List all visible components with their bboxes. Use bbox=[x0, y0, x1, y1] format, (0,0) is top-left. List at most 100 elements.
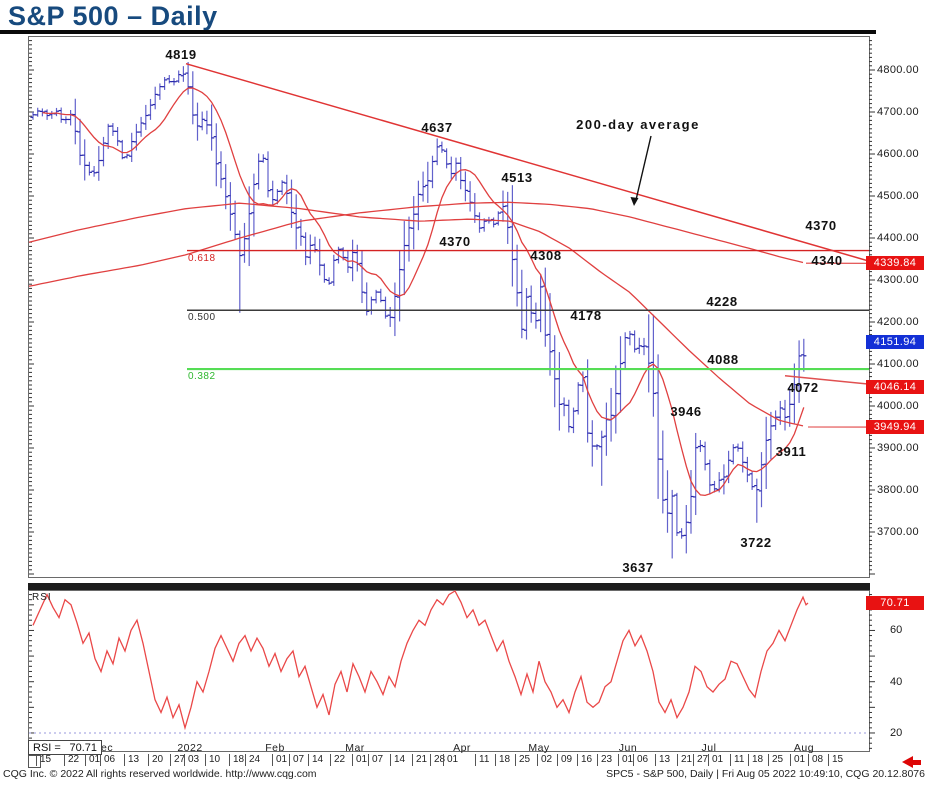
day-label: 16 bbox=[577, 754, 592, 766]
day-label: 08 bbox=[808, 754, 823, 766]
price-annotation-4308: 4308 bbox=[530, 248, 562, 263]
day-label: 18 bbox=[748, 754, 763, 766]
day-label: 07 bbox=[368, 754, 383, 766]
day-label: 10 bbox=[205, 754, 220, 766]
axis-value-box-4151.94: 4151.94 bbox=[866, 335, 924, 350]
rsi-axis-label-60: 60 bbox=[890, 624, 903, 637]
day-label: 24 bbox=[245, 754, 260, 766]
footer-session-info: SPC5 - S&P 500, Daily | Fri Aug 05 2022 … bbox=[606, 768, 925, 780]
panel-separator bbox=[28, 583, 870, 590]
axis-value-box-3949.94: 3949.94 bbox=[866, 420, 924, 435]
month-label-2022: 2022 bbox=[177, 742, 203, 754]
day-label: 20 bbox=[148, 754, 163, 766]
price-axis-label-4800: 4800.00 bbox=[877, 64, 919, 76]
day-label: 21 bbox=[677, 754, 692, 766]
price-annotation-4178: 4178 bbox=[570, 308, 602, 323]
day-label: 25 bbox=[768, 754, 783, 766]
day-label: 01 bbox=[272, 754, 287, 766]
month-label-Jun: Jun bbox=[618, 742, 638, 754]
month-label-Aug: Aug bbox=[793, 742, 815, 754]
title-underline bbox=[0, 30, 876, 34]
footer-copyright: CQG Inc. © 2022 All rights reserved worl… bbox=[3, 768, 317, 780]
month-label-May: May bbox=[528, 742, 550, 754]
price-chart-panel[interactable] bbox=[28, 36, 870, 578]
day-label: 15 bbox=[828, 754, 843, 766]
price-axis-label-4300: 4300.00 bbox=[877, 274, 919, 286]
axis-value-box-rsi: 70.71 bbox=[866, 596, 924, 610]
price-axis-label-4500: 4500.00 bbox=[877, 190, 919, 202]
price-axis-label-4600: 4600.00 bbox=[877, 148, 919, 160]
arrow-head bbox=[902, 756, 913, 768]
day-label: 15 bbox=[36, 754, 51, 766]
scroll-left-arrow-icon[interactable] bbox=[902, 756, 924, 768]
axis-value-box-4339.84: 4339.84 bbox=[866, 256, 924, 271]
rsi-readout-box: RSI = 70.71 bbox=[28, 740, 102, 755]
day-label: 01 bbox=[352, 754, 367, 766]
day-label: 14 bbox=[308, 754, 323, 766]
day-label: 06 bbox=[100, 754, 115, 766]
price-annotation-4340: 4340 bbox=[811, 253, 843, 268]
day-label: 21 bbox=[412, 754, 427, 766]
axis-value-box-4046.14: 4046.14 bbox=[866, 379, 924, 394]
rsi-axis-label-40: 40 bbox=[890, 675, 903, 688]
fib-label-0.500: 0.500 bbox=[188, 312, 216, 324]
price-annotation-4637: 4637 bbox=[421, 120, 453, 135]
day-label: 07 bbox=[289, 754, 304, 766]
day-label: 27 bbox=[170, 754, 185, 766]
day-label: 13 bbox=[124, 754, 139, 766]
day-label: 27 bbox=[693, 754, 708, 766]
date-axis-start-cell bbox=[28, 755, 41, 768]
day-label: 18 bbox=[495, 754, 510, 766]
rsi-panel-label: RSI bbox=[32, 592, 52, 603]
price-axis-label-3800: 3800.00 bbox=[877, 484, 919, 496]
price-axis-label-4100: 4100.00 bbox=[877, 358, 919, 370]
price-annotation-4088: 4088 bbox=[707, 352, 739, 367]
day-label: 01 bbox=[85, 754, 100, 766]
day-label: 09 bbox=[557, 754, 572, 766]
month-label-Mar: Mar bbox=[345, 742, 365, 754]
price-axis-label-3900: 3900.00 bbox=[877, 442, 919, 454]
price-axis-label-3700: 3700.00 bbox=[877, 526, 919, 538]
fib-label-0.382: 0.382 bbox=[188, 371, 216, 383]
price-annotation-4370: 4370 bbox=[439, 234, 471, 249]
price-annotation-3637: 3637 bbox=[622, 560, 654, 575]
day-label: 25 bbox=[515, 754, 530, 766]
price-annotation-3946: 3946 bbox=[670, 404, 702, 419]
day-label: 11 bbox=[730, 754, 744, 766]
day-label: 01 bbox=[790, 754, 805, 766]
day-label: 28 bbox=[430, 754, 445, 766]
fib-label-0.618: 0.618 bbox=[188, 252, 216, 264]
day-label: 22 bbox=[330, 754, 345, 766]
rsi-readout-value: 70.71 bbox=[69, 741, 97, 754]
day-label: 18 bbox=[229, 754, 244, 766]
day-label: 02 bbox=[537, 754, 552, 766]
arrow-tail bbox=[912, 759, 921, 765]
ma200-callout-label: 200-day average bbox=[576, 117, 700, 132]
price-annotation-4072: 4072 bbox=[787, 380, 819, 395]
price-axis-label-4000: 4000.00 bbox=[877, 400, 919, 412]
price-axis-label-4400: 4400.00 bbox=[877, 232, 919, 244]
day-label: 06 bbox=[633, 754, 648, 766]
price-annotation-4513: 4513 bbox=[501, 170, 533, 185]
price-axis-label-4200: 4200.00 bbox=[877, 316, 919, 328]
page-title: S&P 500 – Daily bbox=[8, 1, 218, 31]
day-label: 11 bbox=[475, 754, 489, 766]
price-annotation-3722: 3722 bbox=[740, 535, 772, 550]
price-axis-label-4700: 4700.00 bbox=[877, 106, 919, 118]
day-label: 01 bbox=[618, 754, 633, 766]
price-annotation-4228: 4228 bbox=[706, 294, 738, 309]
month-label-Feb: Feb bbox=[265, 742, 285, 754]
day-label: 03 bbox=[184, 754, 199, 766]
day-label: 22 bbox=[64, 754, 79, 766]
price-annotation-4370: 4370 bbox=[805, 218, 837, 233]
day-label: 13 bbox=[655, 754, 670, 766]
day-label: 01 bbox=[708, 754, 723, 766]
day-label: 23 bbox=[597, 754, 612, 766]
rsi-readout-label: RSI = bbox=[33, 741, 61, 754]
rsi-chart-panel[interactable] bbox=[28, 590, 870, 752]
month-label-Apr: Apr bbox=[453, 742, 471, 754]
price-annotation-4819: 4819 bbox=[165, 47, 197, 62]
rsi-axis-label-20: 20 bbox=[890, 726, 903, 739]
day-label: 01 bbox=[443, 754, 458, 766]
